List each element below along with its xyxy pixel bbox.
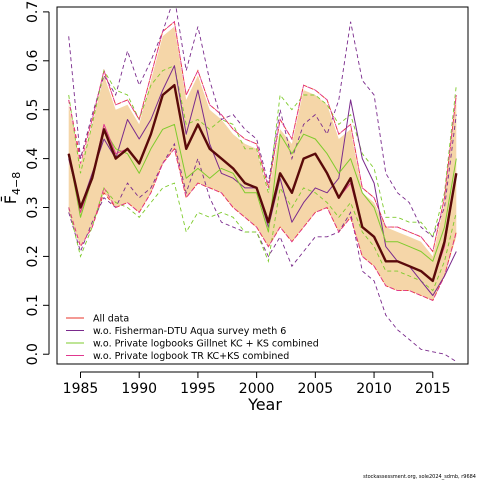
x-tick-label: 1995 [180, 381, 216, 397]
dashed-upper-bound-4 [68, 20, 457, 253]
series-layer [67, 65, 458, 296]
x-tick-label: 2005 [298, 381, 334, 397]
x-tick-label: 1990 [121, 381, 157, 397]
y-tick-label: 0.6 [25, 50, 41, 72]
dashed-upper-bound-1 [68, 7, 457, 238]
legend-label: w.o. Private logbooks Gillnet KC + KS co… [93, 339, 319, 350]
y-axis-label-subscript: 4−8 [10, 172, 23, 195]
legend-label: All data [93, 314, 129, 325]
y-axis: 0.0 0.1 0.2 0.3 0.4 0.5 0.6 0.7 [25, 1, 50, 365]
y-tick-label: 0.3 [25, 196, 41, 218]
x-axis-label: Year [247, 395, 282, 414]
y-tick-label: 0.1 [25, 294, 41, 316]
dashed-lower-bound-2 [68, 182, 457, 292]
dashed-bounds-layer [68, 7, 457, 362]
y-tick-label: 0.7 [25, 1, 41, 23]
x-tick-label: 2000 [239, 381, 275, 397]
dashed-lower-bound-4 [68, 147, 457, 301]
y-tick-label: 0.0 [25, 343, 41, 365]
plot-frame [56, 6, 469, 365]
y-axis-label-main: F̄ [1, 195, 20, 204]
x-tick-label: 2010 [356, 381, 392, 397]
legend-label: w.o. Fisherman-DTU Aqua survey meth 6 [93, 326, 286, 337]
y-tick-label: 0.4 [25, 147, 41, 169]
x-tick-label: 1985 [63, 381, 99, 397]
footer-caption: stockassessment.org, sole2024_sdmb, r968… [363, 474, 476, 480]
y-tick-label: 0.5 [25, 99, 41, 121]
x-axis: 1985 1990 1995 2000 2005 2010 2015 [63, 371, 451, 397]
y-axis-label: F̄4−8 [1, 172, 23, 204]
series-line-2 [68, 123, 457, 262]
confidence-band-layer [68, 26, 457, 301]
dashed-upper-bound-3 [68, 65, 457, 238]
legend-label: w.o. Private logbook TR KC+KS combined [93, 351, 289, 362]
x-tick-label: 2015 [415, 381, 451, 397]
confidence-band [68, 26, 457, 301]
series-line-4 [67, 84, 458, 283]
y-tick-label: 0.2 [25, 245, 41, 267]
